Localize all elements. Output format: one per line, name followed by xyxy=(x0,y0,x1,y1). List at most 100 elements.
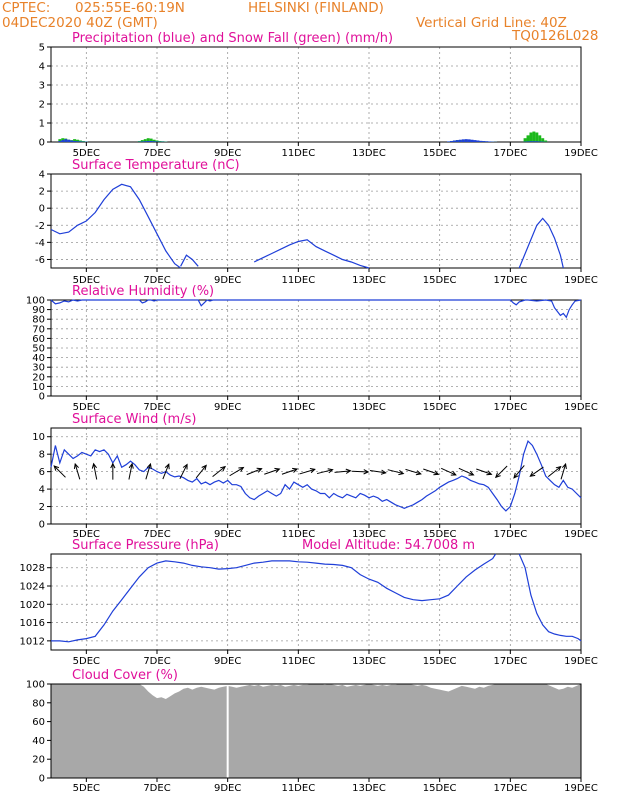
header-run: 04DEC2020 40Z (GMT) xyxy=(2,15,158,31)
wind-arrow-shaft xyxy=(53,465,66,478)
wind-arrow-shaft xyxy=(405,468,421,475)
snow-bar xyxy=(529,132,533,142)
wind-arrow xyxy=(440,467,457,476)
y-tick-label: 5 xyxy=(39,43,45,54)
wind-arrow-shaft xyxy=(513,465,525,479)
x-tick-label: 17DEC xyxy=(493,275,527,286)
y-tick-label: 0 xyxy=(39,138,45,149)
wind-arrow-shaft xyxy=(560,463,567,480)
wind-arrow-shaft xyxy=(264,468,280,475)
wind-arrow-shaft xyxy=(495,465,508,478)
y-tick-label: 3 xyxy=(39,81,45,92)
panel-title-pressure: Surface Pressure (hPa) xyxy=(72,538,219,553)
wind-arrow xyxy=(316,468,334,475)
wind-arrow-head xyxy=(146,462,152,469)
wind-arrow xyxy=(423,468,440,476)
header-vgrid: Vertical Grid Line: 40Z xyxy=(416,15,567,31)
y-tick-label: 0 xyxy=(39,520,45,531)
y-tick-label: 10 xyxy=(32,432,45,443)
wind-arrow-head xyxy=(309,468,316,474)
snow-bar xyxy=(149,138,153,142)
cloud-cover-area xyxy=(51,684,581,778)
x-tick-label: 7DEC xyxy=(143,275,170,286)
rain-bar xyxy=(529,141,533,142)
wind-arrow-shaft xyxy=(547,466,562,478)
snow-bar xyxy=(137,141,141,142)
wind-arrow-head xyxy=(345,468,352,474)
x-tick-label: 11DEC xyxy=(281,148,315,159)
y-tick-label: 4 xyxy=(39,485,45,496)
rain-bar xyxy=(476,140,480,142)
panel-title-cloud: Cloud Cover (%) xyxy=(72,668,178,683)
x-tick-label: 11DEC xyxy=(281,402,315,413)
x-tick-label: 5DEC xyxy=(73,148,100,159)
x-tick-label: 11DEC xyxy=(281,656,315,667)
y-tick-label: 10 xyxy=(32,382,45,393)
wind-arrow-head xyxy=(110,462,116,469)
wind-arrow-head xyxy=(327,468,334,474)
rain-bar xyxy=(67,139,71,142)
y-tick-label: 4 xyxy=(39,62,45,73)
rain-bar xyxy=(464,139,468,142)
y-tick-label: 20 xyxy=(32,755,45,766)
wind-arrow xyxy=(513,465,525,479)
wind-arrow-shaft xyxy=(281,468,298,475)
wind-arrow xyxy=(547,465,562,478)
panel-title-humidity: Relative Humidity (%) xyxy=(72,284,214,299)
rain-bar xyxy=(73,141,77,142)
wind-arrow xyxy=(334,468,352,474)
x-tick-label: 19DEC xyxy=(564,783,598,794)
wind-arrow xyxy=(195,464,207,479)
rain-bar xyxy=(143,141,147,142)
wind-line xyxy=(50,439,582,512)
wind-arrow-shaft xyxy=(145,463,151,480)
wind-arrow xyxy=(229,466,245,477)
x-tick-label: 15DEC xyxy=(423,783,457,794)
y-tick-label: 80 xyxy=(32,315,45,326)
snow-bar xyxy=(152,139,156,142)
y-tick-label: 6 xyxy=(39,467,45,478)
y-tick-label: -6 xyxy=(35,255,45,266)
rain-bar xyxy=(526,141,530,142)
wind-arrow xyxy=(53,465,66,478)
snow-bar xyxy=(158,141,162,142)
panel-wind: 0 2 4 6 8 10 5DEC 7DEC 9DEC 11DEC 13DEC 15DEC 17DEC 1… xyxy=(32,412,598,540)
x-tick-label: 5DEC xyxy=(73,656,100,667)
wind-arrow-shaft xyxy=(299,468,315,475)
wind-arrow-shaft xyxy=(74,463,81,480)
header-source: CPTEC: xyxy=(2,0,50,16)
y-tick-label: 100 xyxy=(26,680,45,691)
rain-bar xyxy=(61,140,65,142)
wind-arrow xyxy=(264,467,281,475)
y-tick-label: 90 xyxy=(32,305,45,316)
y-tick-label: 30 xyxy=(32,363,45,374)
x-tick-label: 9DEC xyxy=(214,402,241,413)
wind-arrow xyxy=(299,468,316,475)
wind-arrow-head xyxy=(450,470,457,476)
rain-bar xyxy=(78,141,82,142)
x-tick-label: 15DEC xyxy=(423,529,457,540)
pressure-line-segment xyxy=(518,553,582,642)
y-tick-label: 1 xyxy=(39,119,45,130)
snow-bar xyxy=(146,138,150,142)
wind-arrow-head xyxy=(486,470,493,476)
x-tick-label: 15DEC xyxy=(423,148,457,159)
snow-bar xyxy=(535,132,539,142)
wind-arrow xyxy=(91,462,98,480)
rain-bar xyxy=(532,141,536,142)
x-tick-label: 9DEC xyxy=(214,529,241,540)
wind-arrow-head xyxy=(201,464,207,471)
wind-arrow-shaft xyxy=(212,466,226,478)
rain-bar xyxy=(455,140,459,142)
x-tick-label: 7DEC xyxy=(143,402,170,413)
wind-arrow xyxy=(281,467,299,475)
rain-bar xyxy=(485,141,489,142)
x-tick-label: 19DEC xyxy=(564,529,598,540)
x-tick-label: 9DEC xyxy=(214,783,241,794)
wind-arrow xyxy=(369,469,387,475)
wind-arrow xyxy=(145,462,152,480)
snow-bar xyxy=(523,138,527,142)
wind-arrow-shaft xyxy=(387,469,404,475)
x-tick-label: 17DEC xyxy=(493,529,527,540)
wind-arrow-shaft xyxy=(334,470,351,473)
